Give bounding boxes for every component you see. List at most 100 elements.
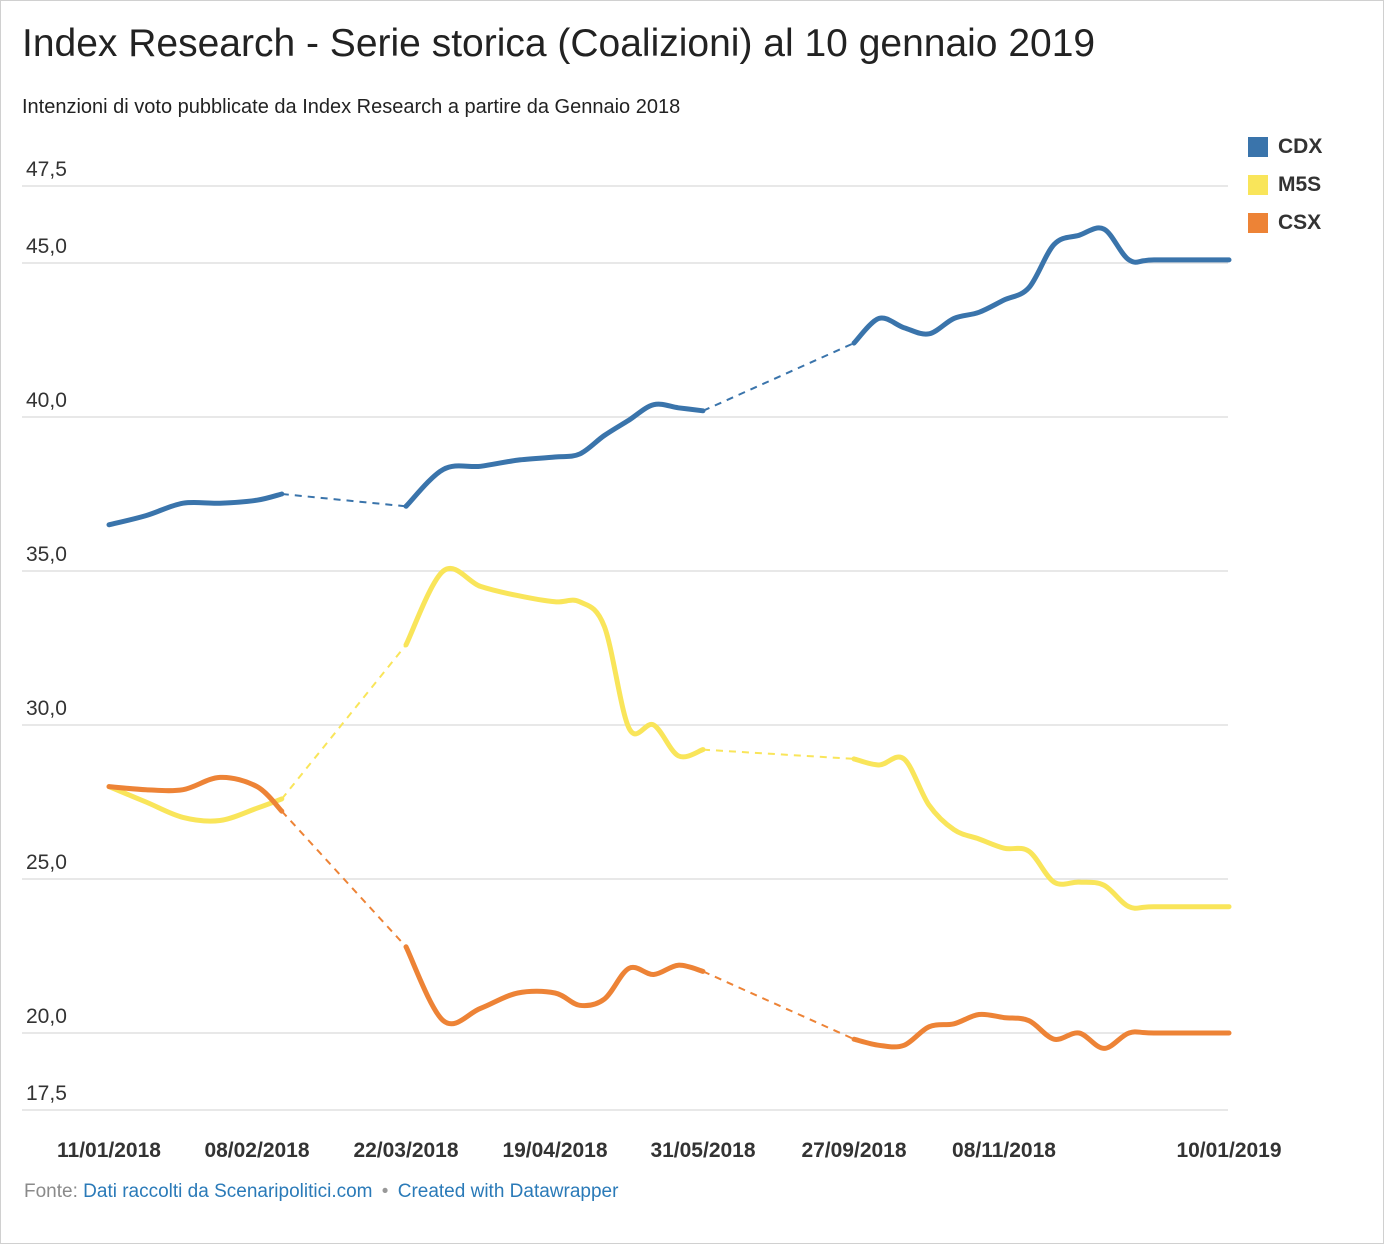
series-cdx-point (1152, 257, 1157, 262)
series-csx-point (1002, 1015, 1007, 1020)
y-tick-label: 17,5 (26, 1082, 67, 1105)
series-cdx-gap (281, 493, 407, 508)
series-csx-gap (702, 970, 855, 1041)
y-tick-label: 20,0 (26, 1005, 67, 1028)
series-cdx-point (1027, 285, 1032, 290)
series-m5s-point (144, 800, 149, 805)
series-csx-point (1127, 1031, 1132, 1036)
series-csx-point (952, 1021, 957, 1026)
series-m5s-point (553, 599, 558, 604)
footer-source-prefix: Fonte: (24, 1181, 78, 1202)
legend-label-m5s: M5S (1278, 173, 1322, 196)
y-tick-label: 45,0 (26, 235, 67, 258)
series-cdx-line (851, 225, 1232, 346)
series-cdx-point (627, 418, 632, 423)
series-m5s-point (1127, 904, 1132, 909)
series-cdx-point (553, 455, 558, 460)
series-csx-line (403, 944, 706, 1027)
series-m5s-point (651, 723, 656, 728)
series-csx-point (553, 990, 558, 995)
series-csx-point (107, 784, 112, 789)
series-csx-line (851, 1011, 1232, 1051)
x-tick-label: 31/05/2018 (650, 1139, 755, 1162)
footer-source-link[interactable]: Dati raccolti da Scenaripolitici.com (83, 1181, 373, 1202)
series-cdx-point (441, 467, 446, 472)
series-m5s-point (441, 569, 446, 574)
series-csx-point (1077, 1031, 1082, 1036)
y-tick-label: 25,0 (26, 851, 67, 874)
series-cdx-point (1102, 227, 1107, 232)
series-m5s-line (851, 754, 1232, 911)
series-cdx-point (107, 522, 112, 527)
y-tick-label: 40,0 (26, 389, 67, 412)
series-m5s-point (515, 593, 520, 598)
footer-credit-link[interactable]: Created with Datawrapper (397, 1181, 619, 1202)
series-cdx-point (602, 433, 607, 438)
series-m5s-point (577, 599, 582, 604)
series-m5s-point (701, 747, 706, 752)
legend-label-csx: CSX (1278, 211, 1322, 234)
series-csx-point (1227, 1031, 1232, 1036)
series-cdx-point (255, 498, 260, 503)
series-cdx-point (1227, 257, 1232, 262)
series-m5s-line (403, 566, 706, 760)
series-csx-point (441, 1018, 446, 1023)
series-m5s-point (952, 827, 957, 832)
series-m5s-point (255, 806, 260, 811)
series-csx-point (676, 963, 681, 968)
series-cdx-point (977, 310, 982, 315)
series-cdx-point (218, 501, 223, 506)
series-m5s-gap (281, 644, 407, 800)
y-tick-label: 35,0 (26, 543, 67, 566)
legend-swatch-csx (1248, 213, 1268, 233)
chart-title: Index Research - Serie storica (Coalizio… (22, 22, 1096, 65)
series-csx-point (478, 1006, 483, 1011)
chart-subtitle: Intenzioni di voto pubblicate da Index R… (22, 96, 681, 118)
series-cdx-point (577, 451, 582, 456)
series-m5s-line (106, 784, 285, 824)
x-tick-label: 08/11/2018 (952, 1139, 1056, 1162)
series-csx-point (877, 1043, 882, 1048)
series-cdx-point (902, 325, 907, 330)
series-csx-point (279, 809, 284, 814)
series-m5s-point (676, 753, 681, 758)
y-tick-label: 47,5 (26, 158, 67, 181)
series-cdx-point (404, 504, 409, 509)
series-csx-point (1052, 1037, 1057, 1042)
series-m5s-point (478, 584, 483, 589)
series-cdx-point (515, 458, 520, 463)
series-cdx-point (877, 316, 882, 321)
series-cdx-point (927, 331, 932, 336)
series-cdx-point (279, 492, 284, 497)
series-csx-point (701, 969, 706, 974)
series-csx-point (602, 997, 607, 1002)
y-tick-label: 30,0 (26, 697, 67, 720)
legend: CDX M5S CSX (1248, 128, 1322, 242)
series-m5s-point (1152, 904, 1157, 909)
x-tick-label: 08/02/2018 (204, 1139, 309, 1162)
series-cdx-point (1052, 242, 1057, 247)
series-m5s-point (852, 756, 857, 761)
series-cdx-point (651, 402, 656, 407)
series-csx-point (1027, 1018, 1032, 1023)
x-tick-label: 19/04/2018 (502, 1139, 607, 1162)
chart-footer: Fonte: Dati raccolti da Scenaripolitici.… (24, 1181, 618, 1203)
series-m5s-point (1077, 880, 1082, 885)
series-cdx-line (106, 491, 285, 528)
x-tick-label: 11/01/2018 (57, 1139, 161, 1162)
series-m5s-gap (702, 748, 855, 760)
series-csx-point (218, 775, 223, 780)
series-cdx-point (676, 405, 681, 410)
series-cdx-line (403, 401, 706, 509)
series-cdx-point (1077, 233, 1082, 238)
series-csx-point (181, 787, 186, 792)
series-m5s-point (1027, 849, 1032, 854)
legend-item-m5s: M5S (1248, 166, 1322, 204)
legend-swatch-cdx (1248, 137, 1268, 157)
footer-separator: • (381, 1181, 389, 1202)
series-csx-point (852, 1037, 857, 1042)
series-cdx-point (1127, 257, 1132, 262)
series-m5s-point (1002, 846, 1007, 851)
series-cdx-point (1002, 297, 1007, 302)
